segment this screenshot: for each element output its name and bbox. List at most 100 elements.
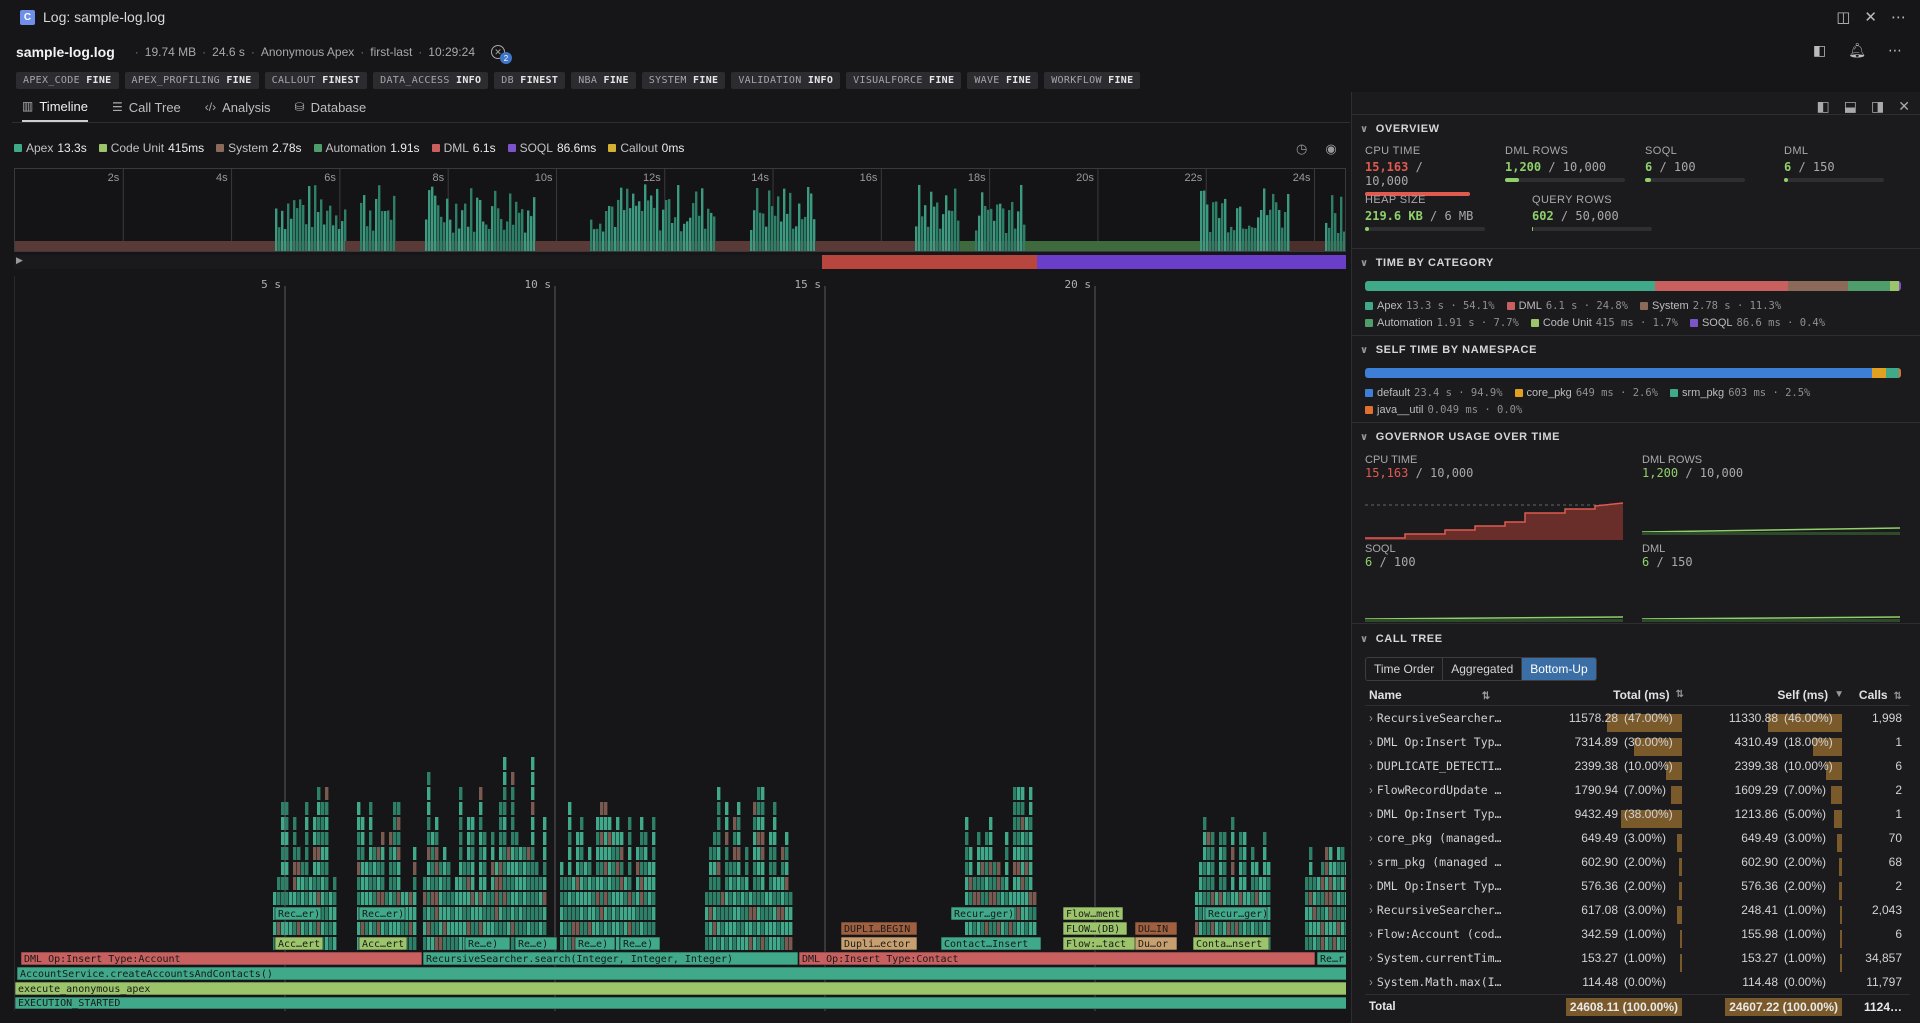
flame-frame [463,907,467,920]
row-name: › Flow:Account (cod… [1365,927,1530,941]
legend-item[interactable]: Code Unit 415ms [98,141,204,155]
flame-frame [507,847,511,860]
legend-item[interactable]: DML 6.1s [431,141,496,155]
debug-level-chip: DATA_ACCESS INFO [373,72,489,89]
expand-chevron-icon[interactable]: › [1369,953,1373,965]
expand-chevron-icon[interactable]: › [1369,929,1373,941]
activity-bar [378,185,381,251]
more-icon[interactable]: ⋯ [1888,42,1902,58]
flame-frame [1021,787,1025,800]
table-row[interactable]: › RecursiveSearcher… 617.08 (3.00%) 248.41 (1… [1365,898,1910,924]
flame-chart[interactable]: 5 s10 s15 s20 s25EXECUTION_STARTEDexecut… [14,276,1346,1011]
flame-frame [531,907,535,920]
expand-chevron-icon[interactable]: › [1369,713,1373,725]
table-row[interactable]: › DML Op:Insert Typ… 7314.89 (30.00%) 4310.4… [1365,730,1910,756]
call-tree-header[interactable]: ∨ CALL TREE [1360,633,1443,645]
col-total-label: Total (ms) [1613,687,1670,702]
expand-chevron-icon[interactable]: › [1369,857,1373,869]
row-total: 342.59 (1.00%) [1530,927,1690,948]
governor-header[interactable]: ∨ GOVERNOR USAGE OVER TIME [1360,431,1560,443]
row-total: 602.90 (2.00%) [1530,855,1690,876]
mode-bottom-up-button[interactable]: Bottom-Up [1522,658,1596,680]
split-editor-icon[interactable]: ◫ [1836,9,1851,26]
legend-item[interactable]: Automation 1.91s [313,141,420,155]
timeline-segment-bar[interactable]: ▶ [14,255,1346,269]
layout-left-icon[interactable]: ◧ [1816,98,1830,114]
table-row[interactable]: › System.currentTim… 153.27 (1.00%) 153.27 (1… [1365,946,1910,972]
tab-analysis[interactable]: ‹/› Analysis [205,98,271,122]
flame-frame [365,877,369,890]
table-row[interactable]: › FlowRecordUpdate … 1790.94 (7.00%) 1609.29… [1365,778,1910,804]
expand-chevron-icon[interactable]: › [1369,737,1373,749]
expand-chevron-icon[interactable]: › [1369,809,1373,821]
expand-arrow-icon[interactable]: ▶ [16,255,23,265]
frame-label: Re…r) [1320,954,1346,965]
col-self[interactable]: Self (ms) ▼ [1690,688,1850,702]
issues-icon[interactable]: ✕ 2 [491,45,512,64]
mode-aggregated-button[interactable]: Aggregated [1443,658,1523,680]
breakdown-name: SOQL [1701,317,1733,329]
axis-tick-label: 8s [433,172,445,184]
table-row[interactable]: › srm_pkg (managed … 602.90 (2.00%) 602.90 (2… [1365,850,1910,876]
flame-frame [737,892,741,905]
tab-call-tree[interactable]: ☰ Call Tree [112,98,181,122]
overview-header[interactable]: ∨ OVERVIEW [1360,123,1440,135]
table-row[interactable]: › RecursiveSearcher… 11578.28 (47.00%) 11330… [1365,706,1910,732]
table-row[interactable]: › DML Op:Insert Typ… 576.36 (2.00%) 576.36 (2… [1365,874,1910,900]
close-panel-icon[interactable]: ✕ [1898,98,1910,114]
layout-bottom-icon[interactable]: ⬓ [1843,98,1858,114]
legend-item[interactable]: Apex 13.3s [14,141,87,155]
col-total[interactable]: Total (ms) ⇅ [1530,688,1690,702]
activity-bar [1343,231,1345,251]
expand-chevron-icon[interactable]: › [1369,905,1373,917]
sort-desc-icon[interactable]: ▼ [1834,689,1844,700]
table-row[interactable]: › Flow:Account (cod… 342.59 (1.00%) 155.98 (1… [1365,922,1910,948]
legend-item[interactable]: Callout 0ms [608,141,684,155]
toggle-panel-icon[interactable]: ◧ [1812,42,1827,58]
flame-frame [393,832,397,845]
table-row[interactable]: › DUPLICATE_DETECTI… 2399.38 (10.00%) 2399.3… [1365,754,1910,780]
expand-chevron-icon[interactable]: › [1369,881,1373,893]
flame-frame [608,907,612,920]
tab-timeline[interactable]: ▥ Timeline [22,98,88,122]
bell-icon[interactable]: 🔔︎ [1848,42,1866,58]
clock-icon[interactable]: ◷ [1296,141,1308,156]
tab-database[interactable]: ⛁ Database [295,98,367,122]
legend-item[interactable]: System 2.78s [216,141,302,155]
more-actions-icon[interactable]: ⋯ [1891,9,1906,26]
activity-bar [1266,215,1269,251]
mode-time-order-button[interactable]: Time Order [1366,658,1444,680]
tab-label: Analysis [222,99,271,115]
timeline-overview[interactable]: 2s 4s 6s 8s 10s 12s 14s 16s 18s 20s 22s 24s [14,168,1346,252]
flame-frame [435,847,439,860]
table-row[interactable]: › core_pkg (managed… 649.49 (3.00%) 649.49 (3… [1365,826,1910,852]
flame-frame [1005,922,1009,935]
governor-limit: / 150 [1649,555,1693,569]
col-name[interactable]: Name ⇅ [1365,688,1530,702]
expand-chevron-icon[interactable]: › [1369,761,1373,773]
row-name: › RecursiveSearcher… [1365,711,1530,725]
flame-frame [1313,877,1317,890]
close-icon[interactable]: ✕ [1864,9,1877,26]
self-pct-bar [1838,858,1842,876]
time-by-category-header[interactable]: ∨ TIME BY CATEGORY [1360,257,1494,269]
expand-chevron-icon[interactable]: › [1369,785,1373,797]
expand-chevron-icon[interactable]: › [1369,977,1373,989]
legend-item[interactable]: SOQL 86.6ms [507,141,596,155]
table-row[interactable]: › DML Op:Insert Typ… 9432.49 (38.00%) 1213.8… [1365,802,1910,828]
sort-icon[interactable]: ⇅ [1893,690,1902,702]
sort-icon[interactable]: ⇅ [1675,689,1684,700]
flame-frame [293,922,297,935]
flame-frame [765,922,769,935]
col-calls[interactable]: Calls ⇅ [1850,688,1910,702]
flame-frame [1219,922,1223,935]
sort-icon[interactable]: ⇅ [1481,690,1491,702]
expand-chevron-icon[interactable]: › [1369,833,1373,845]
flame-frame [531,772,535,785]
flame-frame [503,907,507,920]
layout-right-icon[interactable]: ◨ [1871,98,1885,114]
table-row[interactable]: › System.Math.max(I… 114.48 (0.00%) 114.48 (0… [1365,970,1910,994]
namespace-header[interactable]: ∨ SELF TIME BY NAMESPACE [1360,344,1537,356]
visibility-icon[interactable]: ◉ [1325,141,1337,156]
activity-bar [512,224,515,251]
